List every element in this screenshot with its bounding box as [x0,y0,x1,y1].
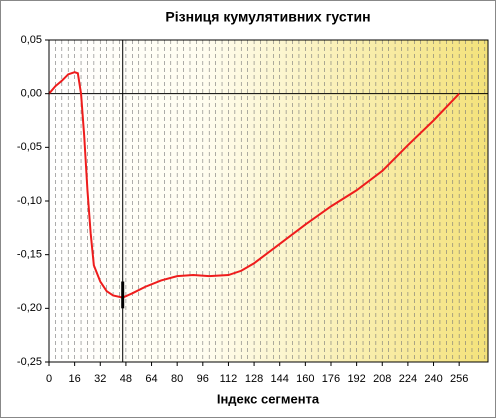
y-tick-label: -0,05 [17,141,42,153]
y-tick-label: 0,00 [21,88,42,100]
x-tick-label: 192 [347,373,365,385]
y-tick-label: 0,05 [21,34,42,46]
y-tick-label: -0,25 [17,356,42,368]
y-tick-label: -0,15 [17,249,42,261]
x-axis-label: Індекс сегмента [217,391,320,406]
x-tick-label: 112 [220,373,238,385]
x-tick-label: 240 [424,373,442,385]
plot-border [48,39,489,363]
x-tick-label: 96 [197,373,209,385]
y-tick-label: -0,10 [17,195,42,207]
x-tick-label: 32 [94,373,106,385]
plot-area [49,40,488,362]
x-tick-label: 64 [145,373,157,385]
x-tick-label: 224 [399,373,417,385]
x-tick-label: 16 [69,373,81,385]
x-tick-label: 256 [450,373,468,385]
x-tick-label: 144 [271,373,289,385]
x-tick-label: 80 [171,373,183,385]
x-tick-label: 160 [296,373,314,385]
x-tick-label: 128 [245,373,263,385]
x-tick-label: 208 [373,373,391,385]
y-tick-label: -0,20 [17,302,42,314]
x-tick-label: 176 [322,373,340,385]
x-tick-label: 0 [46,373,52,385]
x-tick-label: 48 [120,373,132,385]
chart-title: Різниця кумулятивних густин [165,9,370,25]
data-line [48,71,460,299]
